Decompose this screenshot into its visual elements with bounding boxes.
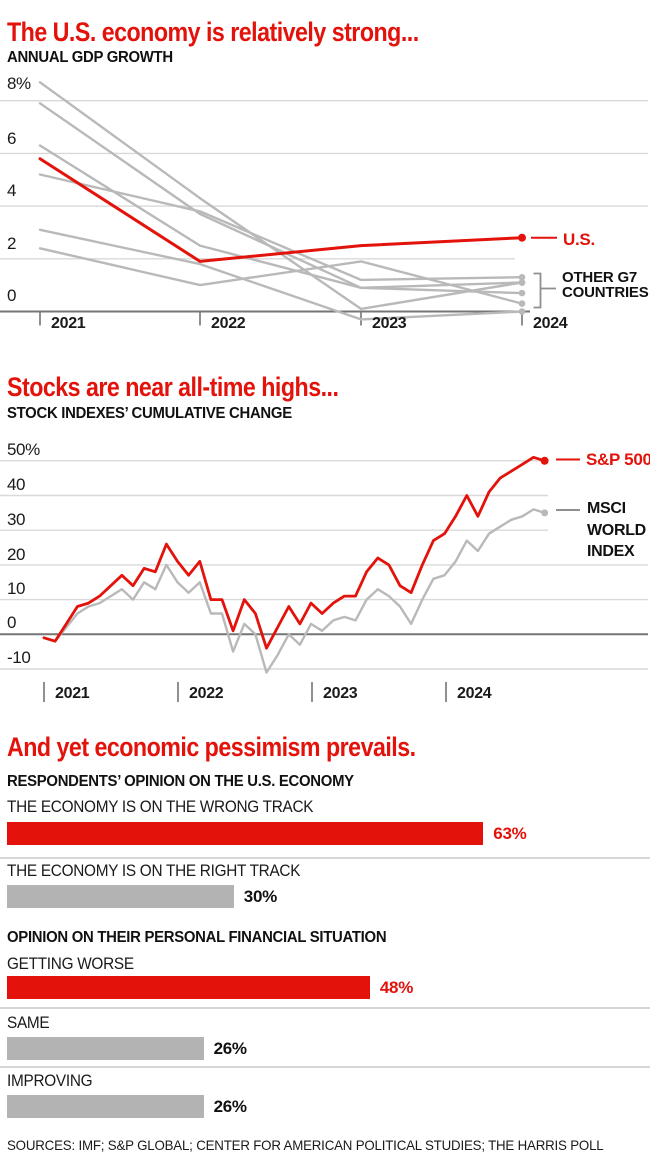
poll-group1-header: RESPONDENTS’ OPINION ON THE U.S. ECONOMY — [7, 773, 354, 790]
g7-series-endpoint-dot — [518, 289, 526, 297]
gdp-x-axis-label: 2021 — [51, 315, 86, 332]
row-divider — [0, 857, 650, 859]
bar-value-wrong-track: 63% — [493, 824, 527, 843]
gdp-y-axis-label: 6 — [7, 129, 17, 148]
g7-series-line — [38, 173, 524, 282]
msci-series-line — [42, 508, 546, 674]
sp500-series-label: S&P 500 — [586, 450, 650, 469]
gdp-chart-subtitle: ANNUAL GDP GROWTH — [7, 49, 173, 66]
stocks-x-axis-label: 2023 — [323, 685, 358, 702]
stocks-y-axis-label: 20 — [7, 545, 26, 564]
g7-series-endpoint-dot — [518, 308, 526, 315]
bar-label-improving: IMPROVING — [7, 1072, 93, 1090]
stocks-x-axis-label: 2024 — [457, 685, 492, 702]
us-series-endpoint-dot — [518, 233, 526, 242]
bar-getting-worse — [7, 976, 370, 999]
stocks-x-axis-label: 2021 — [55, 685, 90, 702]
g7-series-line — [38, 228, 524, 321]
g7-series-endpoint-dot — [518, 273, 526, 281]
us-series-label: U.S. — [563, 230, 595, 249]
g7-series-line — [38, 81, 524, 311]
other-g7-bracket — [533, 272, 556, 309]
stocks-y-axis-label: -10 — [7, 648, 31, 667]
bar-label-same: SAME — [7, 1014, 50, 1032]
stocks-y-axis-label: 50% — [7, 440, 40, 459]
us-series-line — [38, 157, 524, 263]
stocks-chart-subtitle: STOCK INDEXES’ CUMULATIVE CHANGE — [7, 405, 292, 422]
poll-title: And yet economic pessimism prevails. — [7, 732, 416, 762]
msci-endpoint-dot — [541, 509, 549, 517]
g7-series-line — [38, 144, 524, 289]
poll-group2-header: OPINION ON THEIR PERSONAL FINANCIAL SITU… — [7, 929, 387, 946]
gdp-y-axis-label: 4 — [7, 181, 17, 200]
sp500-endpoint-dot — [540, 456, 549, 465]
stocks-y-axis-label: 40 — [7, 475, 26, 494]
g7-series-endpoint-dot — [518, 300, 526, 307]
stocks-y-axis-label: 0 — [7, 613, 17, 632]
stocks-x-axis-label: 2022 — [189, 685, 224, 702]
bar-value-same: 26% — [213, 1039, 247, 1058]
gdp-chart-title: The U.S. economy is relatively strong... — [7, 17, 419, 47]
stocks-chart-title: Stocks are near all-time highs... — [7, 372, 339, 402]
other-g7-label: OTHER G7 COUNTRIES — [562, 269, 649, 301]
bar-improving — [7, 1095, 204, 1118]
gdp-x-axis-label: 2024 — [533, 315, 568, 332]
bar-same — [7, 1037, 204, 1060]
g7-series-line — [38, 247, 524, 305]
gdp-y-axis-label: 2 — [7, 234, 17, 253]
stocks-y-axis-label: 10 — [7, 579, 26, 598]
bar-value-getting-worse: 48% — [379, 978, 414, 997]
row-divider — [0, 1066, 650, 1068]
g7-series-line — [38, 102, 524, 295]
bar-value-improving: 26% — [213, 1097, 247, 1116]
bar-label-right-track: THE ECONOMY IS ON THE RIGHT TRACK — [7, 862, 301, 880]
row-divider — [0, 1007, 650, 1009]
bar-wrong-track — [7, 822, 484, 845]
bar-right-track — [7, 885, 234, 908]
gdp-x-axis-label: 2022 — [211, 315, 246, 332]
gdp-y-axis-label: 0 — [7, 286, 17, 305]
bar-label-getting-worse: GETTING WORSE — [7, 955, 134, 973]
bar-label-wrong-track: THE ECONOMY IS ON THE WRONG TRACK — [7, 798, 314, 816]
sources-line: SOURCES: IMF; S&P GLOBAL; CENTER FOR AME… — [7, 1137, 604, 1153]
sp500-series-line — [42, 455, 546, 650]
bar-value-right-track: 30% — [243, 887, 277, 906]
gdp-y-axis-label: 8% — [7, 74, 31, 93]
stocks-y-axis-label: 30 — [7, 510, 26, 529]
msci-series-label: MSCI WORLD INDEX — [587, 500, 646, 560]
g7-series-endpoint-dot — [518, 279, 526, 286]
gdp-x-axis-label: 2023 — [372, 315, 407, 332]
